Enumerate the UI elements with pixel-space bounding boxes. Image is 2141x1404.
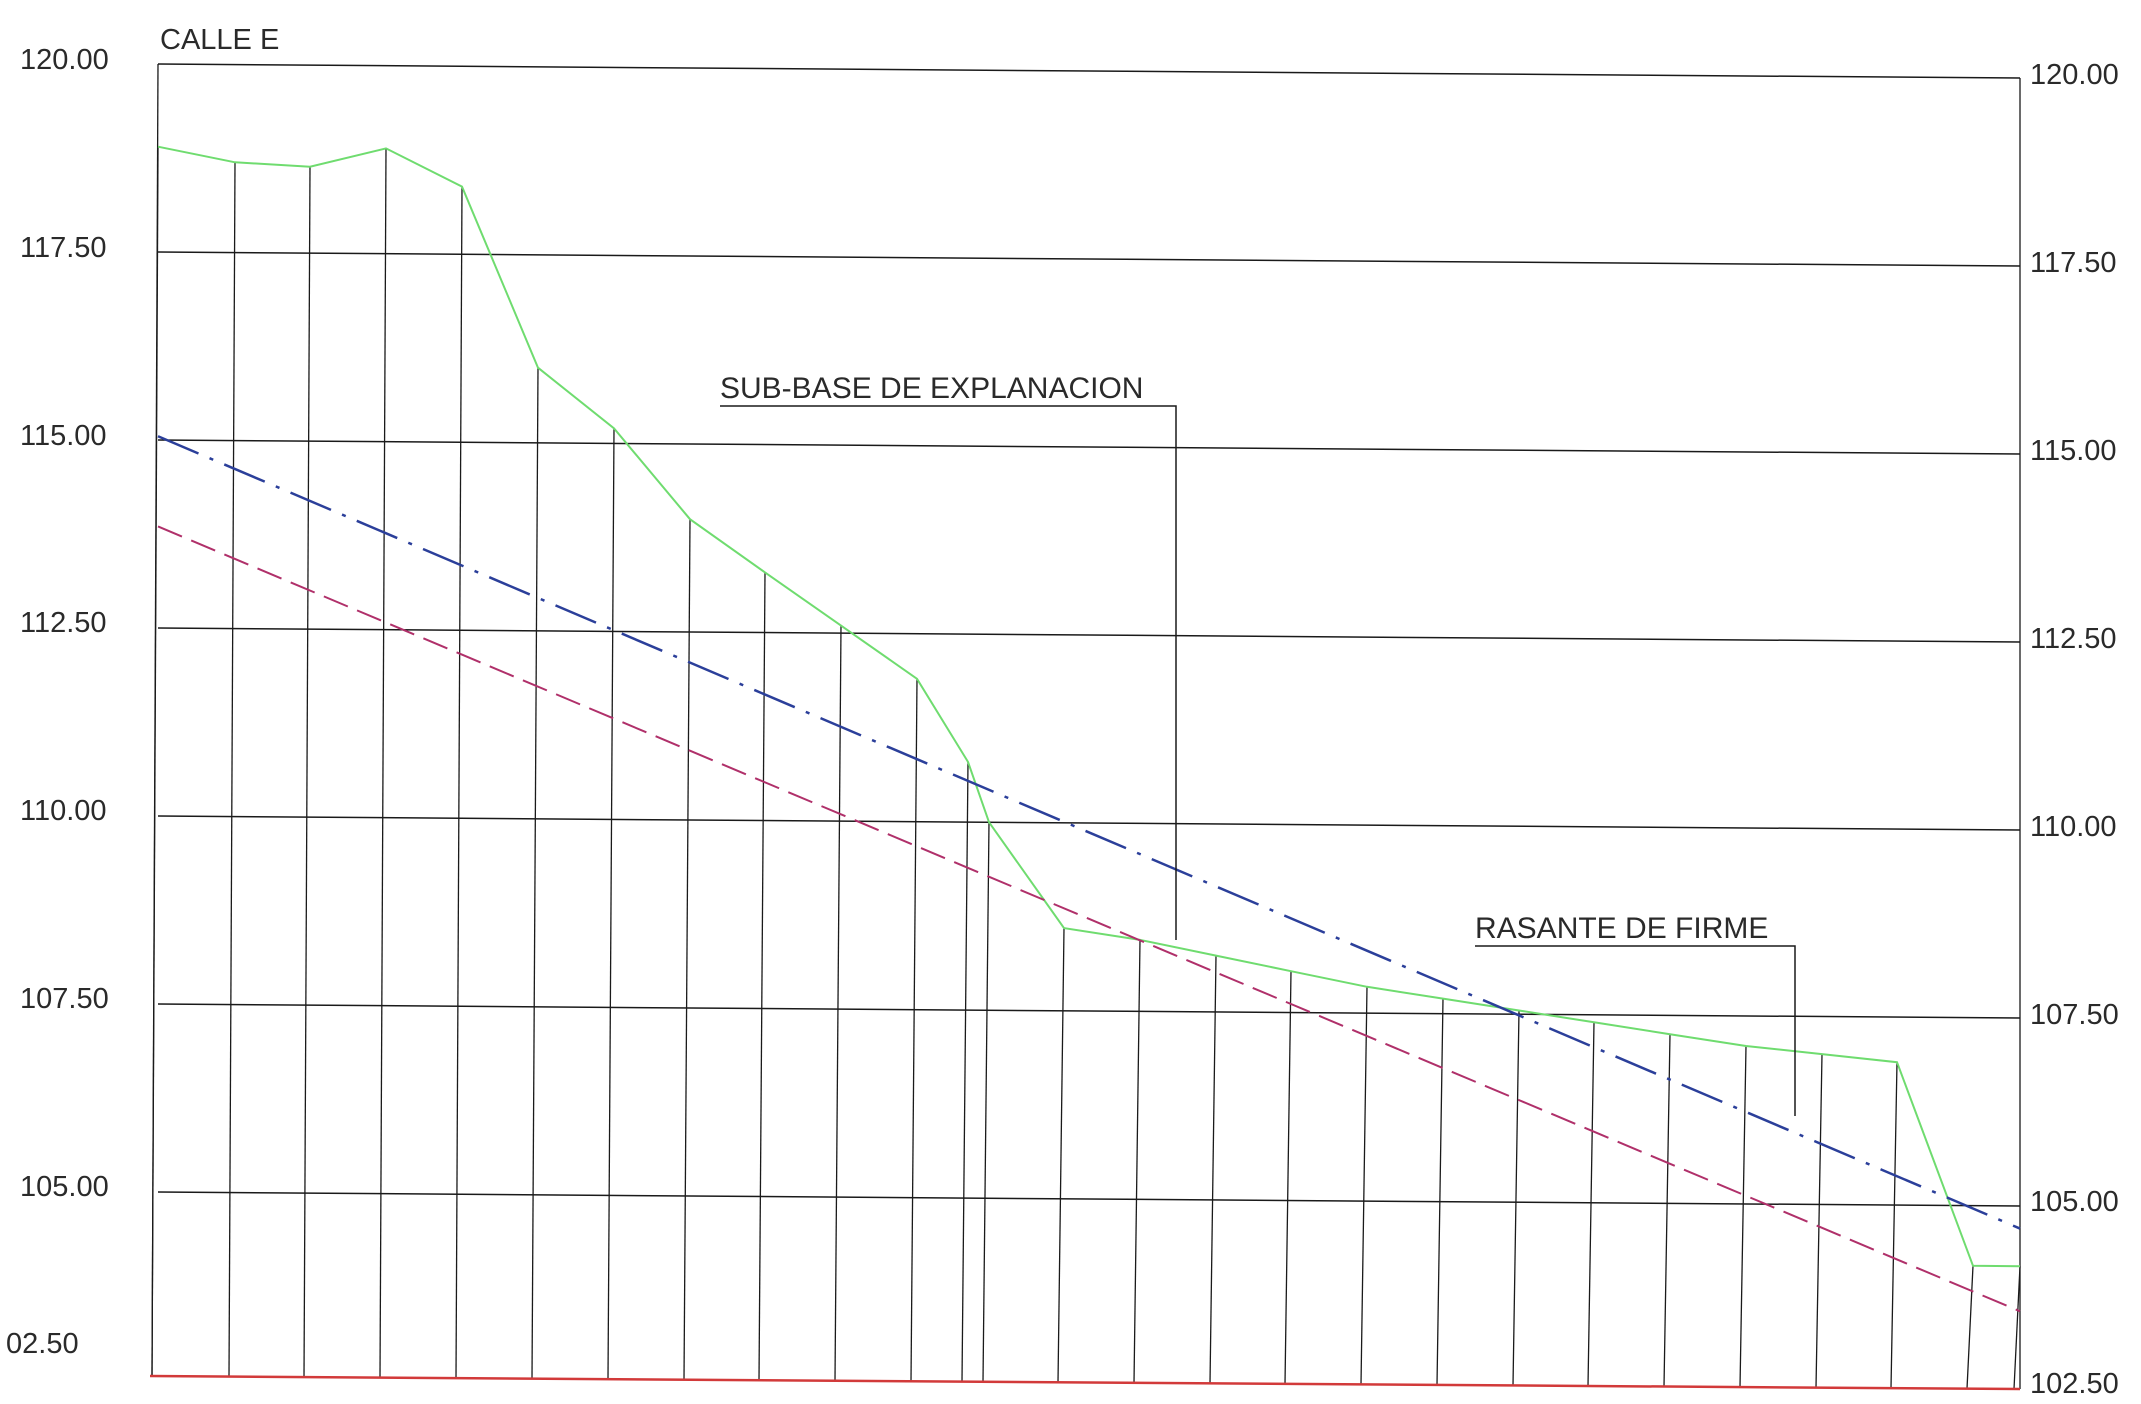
rasante-callout-label: RASANTE DE FIRME [1475, 912, 1768, 945]
frame-left-edge [151, 63, 159, 1377]
terrain-profile-line [157, 145, 2021, 1268]
left-tick-label: 107.50 [20, 983, 109, 1015]
left-tick-label: 120.00 [20, 44, 109, 76]
station-vertical [910, 678, 918, 1382]
station-vertical [834, 625, 842, 1381]
station-vertical [1815, 1054, 1823, 1388]
left-tick-label: 115.00 [20, 420, 107, 452]
station-vertical [455, 186, 463, 1379]
right-tick-label: 120.00 [2030, 59, 2119, 91]
elevation-gridline [157, 439, 2021, 455]
elevation-gridline [157, 1191, 2021, 1207]
station-vertical [1512, 1010, 1520, 1386]
station-vertical [1739, 1046, 1747, 1388]
station-vertical [961, 761, 969, 1382]
station-vertical [758, 572, 766, 1381]
subbase-callout-leader [720, 405, 1177, 940]
subbase-design-line [157, 435, 2021, 1230]
station-vertical [1209, 955, 1217, 1384]
left-tick-label: 117.50 [20, 232, 107, 264]
right-tick-label: 110.00 [2030, 811, 2117, 843]
elevation-gridline [157, 815, 2021, 831]
station-vertical [683, 519, 691, 1380]
rasante-callout-leader [1475, 945, 1796, 1116]
station-vertical [1284, 971, 1292, 1384]
left-tick-label: 112.50 [20, 607, 107, 639]
left-tick-label: 105.00 [20, 1171, 109, 1203]
station-vertical [607, 428, 615, 1380]
left-tick-label: 110.00 [20, 795, 107, 827]
right-tick-label: 105.00 [2030, 1186, 2119, 1218]
station-vertical [1663, 1034, 1671, 1387]
left-tick-label: 02.50 [6, 1328, 79, 1360]
right-tick-label: 107.50 [2030, 999, 2119, 1031]
station-vertical [228, 162, 236, 1377]
right-tick-label: 102.50 [2030, 1368, 2119, 1400]
station-vertical [379, 148, 387, 1378]
right-tick-label: 117.50 [2030, 247, 2117, 279]
rasante-design-line [157, 525, 2021, 1313]
elevation-gridline [157, 63, 2021, 79]
station-vertical [1966, 1265, 1974, 1389]
subbase-callout-label: SUB-BASE DE EXPLANACION [720, 372, 1143, 405]
station-vertical [1133, 939, 1141, 1383]
station-vertical [1587, 1022, 1595, 1387]
right-tick-label: 115.00 [2030, 435, 2117, 467]
station-vertical [303, 166, 311, 1378]
station-vertical [1360, 986, 1368, 1385]
right-tick-label: 112.50 [2030, 623, 2117, 655]
station-vertical [1890, 1062, 1898, 1389]
station-vertical [1436, 998, 1444, 1385]
elevation-gridline [157, 627, 2021, 643]
station-vertical [982, 822, 990, 1382]
station-vertical [2013, 1266, 2021, 1390]
station-vertical [1057, 928, 1065, 1383]
elevation-gridline [157, 1003, 2021, 1019]
elevation-gridlines [157, 63, 2021, 1207]
elevation-gridline [157, 251, 2021, 267]
station-vertical [531, 367, 539, 1379]
station-verticals [151, 63, 2021, 1390]
profile-title: CALLE E [160, 24, 279, 56]
datum-baseline [149, 1374, 2021, 1391]
